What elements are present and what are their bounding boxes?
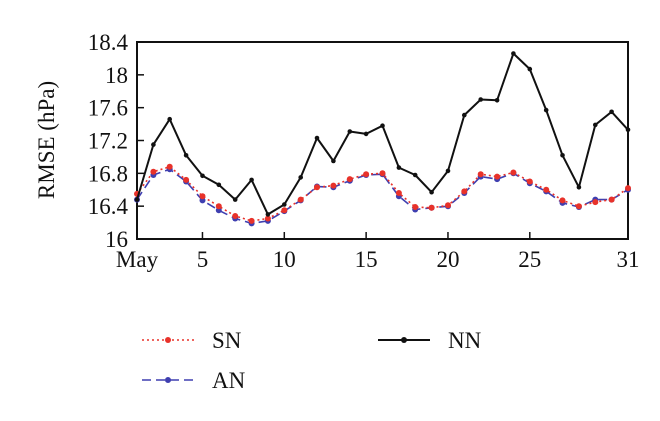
data-point-sn xyxy=(346,176,353,183)
data-point-sn xyxy=(445,202,451,209)
data-point-an xyxy=(215,207,222,214)
x-tick-label: May xyxy=(116,247,159,272)
y-tick-label: 17.6 xyxy=(88,96,128,121)
data-point-sn xyxy=(297,196,304,203)
data-point-nn xyxy=(494,98,500,103)
data-point-sn xyxy=(412,204,419,210)
data-point-sn xyxy=(477,171,484,178)
data-point-sn xyxy=(559,197,566,204)
data-point-sn xyxy=(575,203,582,210)
data-point-nn xyxy=(511,51,516,56)
data-point-nn xyxy=(265,212,271,217)
data-point-sn xyxy=(281,207,288,214)
data-point-nn xyxy=(200,173,205,179)
data-point-nn xyxy=(576,185,582,190)
data-point-nn xyxy=(134,197,140,202)
data-point-sn xyxy=(592,199,599,206)
y-axis-title: RMSE (hPa) xyxy=(34,81,59,199)
data-point-sn xyxy=(363,171,370,178)
x-tick-label: 25 xyxy=(518,247,541,272)
x-tick-label: 10 xyxy=(273,247,296,272)
data-point-sn xyxy=(395,190,402,196)
y-tick-label: 16.4 xyxy=(88,194,129,219)
axes: 16 16.4 16.8 17.2 17.6 18 18.4 May 5 10 15 20 25 31 xyxy=(88,30,640,272)
data-point-sn xyxy=(199,193,206,200)
data-point-nn xyxy=(282,202,287,207)
data-point-nn xyxy=(314,135,320,141)
series-sn xyxy=(134,163,631,224)
data-point-nn xyxy=(445,168,451,174)
legend-label-an: AN xyxy=(212,368,246,393)
data-point-sn xyxy=(543,186,550,193)
data-point-sn xyxy=(494,173,501,180)
legend-item-sn: SN xyxy=(142,328,242,353)
legend-item-an: AN xyxy=(142,368,246,393)
data-point-sn xyxy=(215,203,222,210)
data-point-sn xyxy=(625,185,631,192)
data-point-nn xyxy=(593,122,598,128)
y-tick-label: 16 xyxy=(105,227,128,252)
series-line-nn xyxy=(136,52,629,216)
data-point-sn xyxy=(248,217,255,224)
legend-marker-an xyxy=(165,377,171,383)
legend-marker-nn xyxy=(401,337,407,343)
data-point-nn xyxy=(478,97,484,102)
data-point-sn xyxy=(379,170,386,177)
legend: SN AN NN xyxy=(142,328,482,393)
data-point-nn xyxy=(412,172,418,178)
legend-label-sn: SN xyxy=(212,328,242,353)
data-point-nn xyxy=(609,109,614,115)
data-point-nn xyxy=(347,129,353,134)
y-tick-label: 18.4 xyxy=(88,30,129,55)
data-point-sn xyxy=(330,182,337,189)
x-tick-label: 5 xyxy=(197,247,209,272)
data-point-nn xyxy=(543,107,549,113)
y-tick-label: 17.2 xyxy=(88,129,128,154)
data-point-nn xyxy=(527,66,533,72)
data-point-nn xyxy=(625,127,631,133)
data-point-nn xyxy=(462,112,467,118)
x-tick-label: 31 xyxy=(617,247,640,272)
data-point-sn xyxy=(232,213,239,219)
data-point-an xyxy=(199,197,206,204)
data-point-nn xyxy=(363,131,369,137)
plot-frame xyxy=(136,41,629,240)
data-point-sn xyxy=(150,168,157,175)
data-point-sn xyxy=(314,184,320,191)
data-point-nn xyxy=(560,153,565,158)
data-point-sn xyxy=(183,176,190,183)
y-tick-label: 16.8 xyxy=(88,161,128,186)
legend-item-nn: NN xyxy=(378,328,482,353)
data-point-sn xyxy=(461,188,468,195)
plot-area-border xyxy=(136,41,629,240)
data-point-sn xyxy=(166,163,173,170)
series-nn xyxy=(134,51,631,217)
data-point-nn xyxy=(232,197,238,202)
series-group xyxy=(134,51,631,227)
y-tick-label: 18 xyxy=(105,63,128,88)
data-point-nn xyxy=(396,165,402,170)
x-tick-label: 15 xyxy=(355,247,378,272)
series-line-an xyxy=(136,168,629,225)
data-point-nn xyxy=(331,158,336,164)
data-point-sn xyxy=(510,169,517,176)
data-point-sn xyxy=(428,204,435,211)
data-point-nn xyxy=(380,123,385,128)
data-point-sn xyxy=(264,215,271,222)
data-point-nn xyxy=(167,116,172,122)
data-point-nn xyxy=(249,177,254,183)
data-point-sn xyxy=(526,178,533,185)
data-point-nn xyxy=(216,182,222,188)
data-point-nn xyxy=(429,189,434,195)
data-point-nn xyxy=(151,142,156,147)
data-point-nn xyxy=(298,175,304,180)
x-tick-label: 20 xyxy=(436,247,459,272)
legend-label-nn: NN xyxy=(448,328,482,353)
data-point-sn xyxy=(608,196,615,203)
data-point-nn xyxy=(183,153,189,158)
legend-marker-sn xyxy=(165,337,171,343)
